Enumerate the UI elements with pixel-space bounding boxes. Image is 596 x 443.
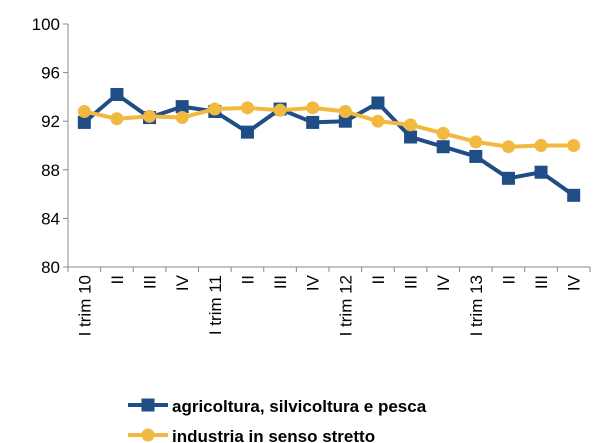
marker [469,135,483,149]
y-tick-label: 100 [32,15,60,34]
x-tick-label: II [238,275,257,284]
marker [338,114,352,128]
marker [534,165,548,179]
marker [436,126,450,140]
marker [110,112,124,126]
x-tick-label: III [271,275,290,289]
marker [338,104,352,118]
marker [175,111,189,125]
y-tick-label: 84 [41,209,60,228]
x-tick-label: IV [173,274,192,291]
marker [567,188,581,202]
x-tick-label: II [369,275,388,284]
legend-marker [141,428,155,442]
marker [501,140,515,154]
x-tick-label: I trim 11 [206,275,225,335]
marker [273,103,287,117]
x-tick-label: I trim 12 [336,275,355,336]
marker [371,96,385,110]
marker [208,102,222,116]
legend-label: industria in senso stretto [172,427,375,443]
x-tick-label: IV [434,274,453,291]
x-tick-label: II [108,275,127,284]
x-tick-label: III [402,275,421,289]
marker [175,100,189,114]
series-line [83,105,574,149]
legend-marker [141,398,155,412]
marker [469,149,483,163]
legend-label: agricoltura, silvicoltura e pesca [172,397,427,416]
x-tick-label: I trim 13 [467,275,486,336]
x-tick-label: II [499,275,518,284]
marker [77,104,91,118]
marker [501,171,515,185]
y-tick-label: 96 [41,64,60,83]
marker [404,130,418,144]
marker [240,125,254,139]
marker [306,115,320,129]
x-tick-label: III [532,275,551,289]
marker [77,115,91,129]
y-tick-label: 88 [41,161,60,180]
y-tick-label: 92 [41,112,60,131]
x-tick-label: IV [304,274,323,291]
marker [306,101,320,115]
marker [110,87,124,101]
series-line [83,92,575,197]
x-tick-label: IV [565,274,584,291]
marker [534,139,548,152]
marker [371,114,385,128]
y-tick-label: 80 [41,258,60,277]
marker [567,139,581,152]
marker [436,140,450,154]
marker [240,101,254,115]
marker [404,118,418,132]
x-tick-label: I trim 10 [75,275,94,336]
marker [143,109,157,123]
x-tick-label: III [141,275,160,289]
